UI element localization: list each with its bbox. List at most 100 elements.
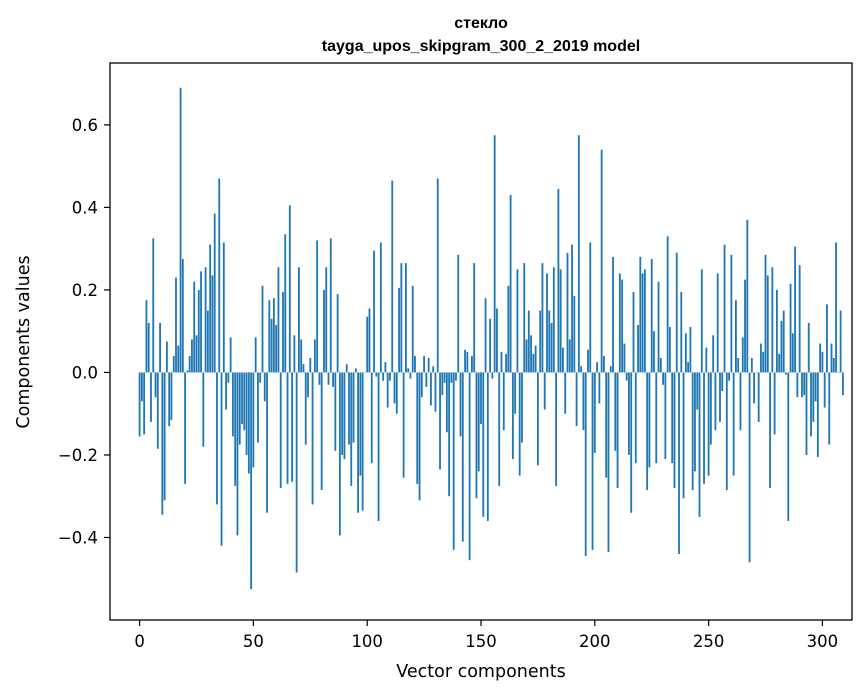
bar-14 (170, 372, 173, 420)
bar-308 (839, 310, 842, 373)
bar-102 (370, 372, 373, 464)
bar-290 (798, 265, 801, 373)
bar-155 (491, 372, 494, 379)
bar-132 (439, 372, 441, 470)
bar-51 (254, 337, 257, 373)
bar-299 (819, 343, 822, 373)
y-tick-label: −0.2 (58, 446, 98, 465)
bar-204 (603, 355, 605, 373)
bar-191 (573, 296, 576, 373)
bar-43 (236, 372, 239, 536)
bar-138 (452, 372, 455, 550)
bars-group (138, 87, 844, 590)
bar-40 (229, 337, 232, 373)
bar-257 (723, 244, 726, 373)
bar-152 (484, 298, 487, 373)
bar-223 (646, 372, 649, 491)
x-tick-label: 300 (807, 632, 839, 651)
bar-71 (300, 339, 303, 373)
y-tick-label: 0.2 (72, 281, 98, 300)
y-tick-label: 0.4 (72, 198, 98, 217)
bar-42 (234, 372, 237, 486)
bar-213 (623, 343, 626, 373)
bar-147 (473, 263, 476, 373)
bar-23 (191, 339, 193, 373)
bar-286 (789, 283, 792, 373)
bar-250 (707, 372, 710, 476)
bar-295 (810, 372, 812, 437)
bar-112 (393, 372, 396, 404)
bar-133 (441, 372, 444, 396)
bar-207 (609, 366, 612, 373)
bar-16 (175, 277, 177, 373)
bar-105 (377, 372, 380, 521)
bar-39 (227, 372, 230, 383)
bar-209 (614, 372, 617, 451)
bar-180 (548, 310, 551, 373)
bar-90 (343, 372, 346, 460)
bar-264 (739, 372, 742, 431)
bar-287 (791, 333, 794, 373)
bar-91 (345, 364, 348, 373)
bar-106 (379, 242, 382, 373)
bar-45 (241, 372, 243, 425)
bar-202 (598, 372, 601, 404)
bar-153 (486, 372, 489, 521)
bar-135 (445, 372, 448, 433)
bar-267 (746, 219, 749, 373)
bar-279 (773, 372, 776, 435)
bar-185 (559, 269, 562, 373)
bar-256 (721, 372, 724, 392)
bar-121 (414, 355, 416, 373)
bar-166 (516, 269, 519, 373)
bar-255 (719, 372, 721, 422)
bar-238 (680, 291, 683, 373)
bar-239 (682, 372, 685, 499)
bar-87 (336, 294, 339, 373)
bar-41 (232, 372, 234, 437)
bar-168 (521, 372, 523, 443)
bar-64 (284, 234, 287, 373)
bar-221 (641, 273, 644, 373)
bar-26 (197, 289, 200, 373)
bar-77 (313, 339, 316, 373)
bar-237 (678, 372, 680, 554)
bar-231 (664, 372, 667, 460)
bar-275 (764, 254, 767, 373)
bar-31 (209, 244, 212, 373)
bar-304 (830, 343, 833, 373)
bar-175 (536, 372, 539, 466)
bar-247 (700, 269, 703, 373)
bar-128 (430, 372, 432, 406)
bar-36 (220, 372, 223, 546)
bar-178 (543, 372, 546, 410)
bar-111 (391, 180, 394, 373)
bar-235 (673, 372, 676, 488)
bar-274 (762, 351, 765, 373)
bar-110 (389, 372, 391, 381)
bar-25 (195, 335, 198, 373)
bar-171 (527, 310, 530, 373)
bar-144 (466, 351, 469, 373)
bar-245 (696, 372, 699, 410)
bar-278 (771, 267, 774, 373)
bar-89 (341, 372, 344, 455)
bar-184 (557, 188, 560, 373)
bar-187 (564, 372, 567, 414)
bar-215 (628, 372, 630, 455)
bar-100 (366, 316, 369, 373)
bar-114 (398, 287, 400, 373)
bar-181 (550, 322, 553, 373)
bar-60 (275, 325, 278, 373)
bar-261 (732, 372, 735, 476)
bar-115 (400, 263, 403, 373)
bar-95 (354, 368, 357, 373)
bar-11 (163, 372, 166, 501)
bar-260 (730, 254, 733, 373)
bar-258 (725, 372, 728, 491)
bar-282 (780, 320, 783, 373)
bar-190 (571, 244, 573, 373)
bar-146 (470, 355, 473, 373)
bar-293 (805, 372, 808, 455)
